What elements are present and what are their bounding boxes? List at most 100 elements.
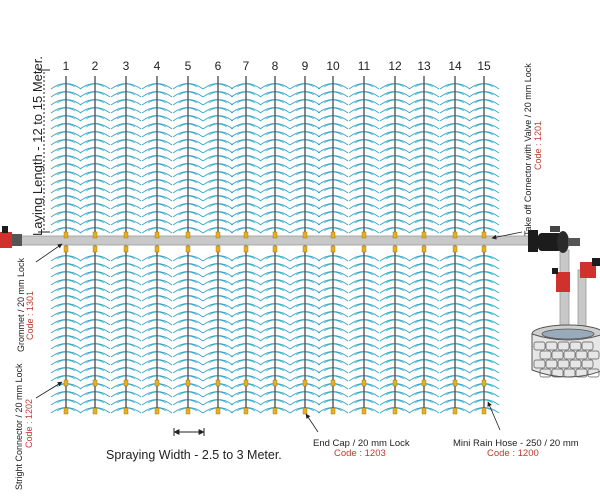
- straight-connector-code: Code : 1202: [24, 399, 34, 448]
- grommet-code: Code : 1301: [25, 291, 35, 340]
- end-cap-label: End Cap / 20 mm Lock: [313, 438, 410, 449]
- hose-fitting: [361, 245, 367, 253]
- straight-connector-label: Stright Connector / 20 mm Lock: [14, 363, 24, 490]
- hose-number: 14: [448, 59, 462, 73]
- hose-fitting: [452, 407, 458, 415]
- hose-fitting: [185, 245, 191, 253]
- hose-fitting: [215, 379, 221, 387]
- hose-fitting: [185, 379, 191, 387]
- hose-fitting: [63, 245, 69, 253]
- hose-fitting: [302, 231, 308, 239]
- hose-fitting: [481, 231, 487, 239]
- hose-fitting: [452, 245, 458, 253]
- hose-number: 1: [63, 59, 70, 73]
- hose-fitting: [392, 245, 398, 253]
- spray-pattern: [50, 83, 500, 414]
- hose-fitting: [123, 245, 129, 253]
- hose-number: 3: [123, 59, 130, 73]
- hose-number: 11: [358, 59, 371, 73]
- laying-length-dimension: Laying Length - 12 to 15 Meter.: [30, 56, 50, 236]
- hose-numbers: 1 2 3 4 5 6 7 8 9 10 11 12 13 14 15: [63, 59, 491, 73]
- hose-fitting: [302, 407, 308, 415]
- hose-fitting: [481, 379, 487, 387]
- hose-fitting: [421, 231, 427, 239]
- hose-fitting: [215, 407, 221, 415]
- hose-fitting: [330, 407, 336, 415]
- hose-fitting: [330, 245, 336, 253]
- hose-fitting: [302, 379, 308, 387]
- hose-fitting: [63, 379, 69, 387]
- hose-fitting: [243, 231, 249, 239]
- hose-fitting: [421, 407, 427, 415]
- hose-fitting: [452, 231, 458, 239]
- hose-fitting: [272, 231, 278, 239]
- mini-rain-hose-code: Code : 1200: [487, 448, 539, 459]
- hose-fitting: [154, 379, 160, 387]
- hose-fitting: [243, 379, 249, 387]
- hose-fitting: [63, 231, 69, 239]
- hose-fitting: [123, 231, 129, 239]
- end-cap-annotation: End Cap / 20 mm Lock Code : 1203: [305, 413, 410, 459]
- hose-fitting: [361, 231, 367, 239]
- hose-fitting: [154, 231, 160, 239]
- hose-number: 2: [92, 59, 99, 73]
- straight-connector-annotation: Stright Connector / 20 mm Lock Code : 12…: [14, 363, 63, 490]
- hose-fitting: [481, 407, 487, 415]
- spraying-width-dimension: [173, 428, 205, 436]
- take-off-connector-annotation: Take off Cornector with Valve / 20 mm Lo…: [491, 63, 543, 240]
- hose-number: 4: [154, 59, 161, 73]
- grommet-label: Grommet / 20 mm Lock: [16, 257, 26, 352]
- hose-number: 7: [243, 59, 250, 73]
- hose-fitting: [272, 245, 278, 253]
- hose-fitting: [215, 231, 221, 239]
- hose-fitting: [243, 245, 249, 253]
- pipe-down-to-well: [559, 249, 570, 336]
- hose-fitting: [92, 407, 98, 415]
- hose-number: 13: [417, 59, 431, 73]
- hose-fitting: [330, 231, 336, 239]
- inlet-valve-icon: [0, 226, 22, 248]
- hose-fitting: [302, 245, 308, 253]
- grommet-annotation: Grommet / 20 mm Lock Code : 1301: [16, 243, 63, 352]
- hose-number: 8: [272, 59, 279, 73]
- hose-fitting: [215, 245, 221, 253]
- mini-rain-hose-annotation: Mini Rain Hose - 250 / 20 mm Code : 1200: [453, 401, 579, 459]
- hose-fitting: [272, 407, 278, 415]
- hose-fitting: [185, 231, 191, 239]
- hose-fitting: [421, 379, 427, 387]
- stone-well-icon: [531, 324, 600, 378]
- hose-fitting: [123, 379, 129, 387]
- hose-fitting: [452, 379, 458, 387]
- mini-rain-hose-label: Mini Rain Hose - 250 / 20 mm: [453, 438, 579, 449]
- laying-length-label: Laying Length - 12 to 15 Meter.: [30, 56, 45, 236]
- hose-fitting: [481, 245, 487, 253]
- hose-fitting: [392, 231, 398, 239]
- hose-fitting: [92, 379, 98, 387]
- main-supply-pipe: [7, 235, 549, 246]
- end-cap-code: Code : 1203: [334, 448, 386, 459]
- spray-arcs: [230, 83, 262, 414]
- hose-fitting: [421, 245, 427, 253]
- hose-fitting: [63, 407, 69, 415]
- hose-number: 10: [326, 59, 340, 73]
- hose-fitting: [92, 231, 98, 239]
- valve-icon: [552, 258, 600, 292]
- water-pump-icon: [528, 226, 580, 253]
- take-off-connector-code: Code : 1201: [533, 121, 543, 170]
- hose-fitting: [392, 407, 398, 415]
- hose-fitting: [243, 407, 249, 415]
- hose-fitting: [123, 407, 129, 415]
- hose-number: 6: [215, 59, 222, 73]
- hose-fitting: [361, 407, 367, 415]
- hose-number: 12: [388, 59, 402, 73]
- hose-number: 9: [302, 59, 309, 73]
- hose-fitting: [154, 245, 160, 253]
- hose-fitting: [92, 245, 98, 253]
- hose-fitting: [392, 379, 398, 387]
- hose-fitting: [361, 379, 367, 387]
- hose-number: 5: [185, 59, 192, 73]
- hose-fitting: [185, 407, 191, 415]
- hose-fitting: [272, 379, 278, 387]
- spraying-width-label: Spraying Width - 2.5 to 3 Meter.: [106, 448, 282, 462]
